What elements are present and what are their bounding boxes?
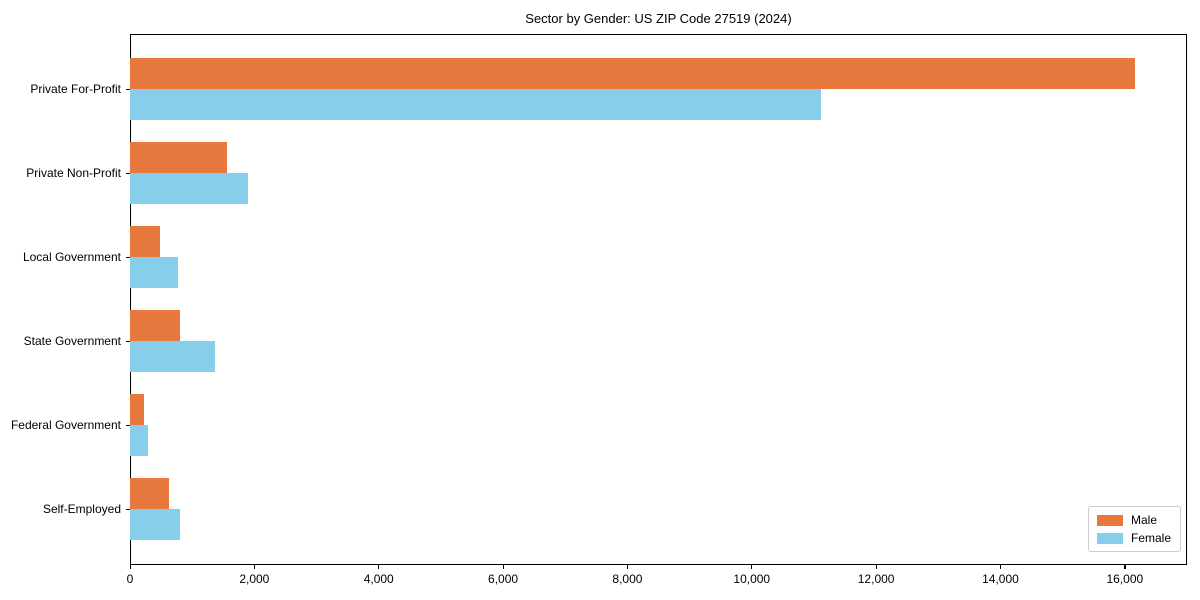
y-tick-1 <box>126 172 130 174</box>
category-label-2: Private Non-Profit <box>26 166 121 180</box>
category-label-6: Self-Employed <box>42 502 121 516</box>
x-tick-label-8: 16,000 <box>1106 572 1144 586</box>
chart-title: Sector by Gender: US ZIP Code 27519 (202… <box>525 11 792 26</box>
plot-area: Male Female <box>130 34 1187 565</box>
legend-item-female: Female <box>1096 531 1171 545</box>
x-tick-8 <box>1124 565 1126 569</box>
x-tick-label-4: 8,000 <box>612 572 643 586</box>
y-tick-2 <box>126 256 130 258</box>
category-label-5: Federal Government <box>10 418 121 432</box>
legend-label-female: Female <box>1130 531 1171 545</box>
x-tick-5 <box>751 565 753 569</box>
bar-male-state-government <box>130 310 181 341</box>
category-label-3: Local Government <box>22 250 121 264</box>
category-label-1: Private For-Profit <box>30 82 121 96</box>
bar-male-federal-government <box>130 394 145 425</box>
x-tick-label-1: 2,000 <box>239 572 270 586</box>
legend: Male Female <box>1087 506 1181 552</box>
x-tick-4 <box>626 565 629 569</box>
x-tick-2 <box>378 565 380 569</box>
legend-item-male: Male <box>1096 513 1171 527</box>
y-tick-4 <box>126 424 130 426</box>
x-tick-6 <box>875 565 877 569</box>
x-tick-0 <box>129 565 131 569</box>
bar-male-local-government <box>130 226 160 257</box>
bar-male-self-employed <box>130 478 169 509</box>
category-label-4: State Government <box>23 334 121 348</box>
x-tick-1 <box>253 565 256 569</box>
male-color-swatch <box>1096 514 1123 526</box>
female-color-swatch <box>1096 532 1123 544</box>
x-tick-label-5: 10,000 <box>733 572 771 586</box>
bar-female-federal-government <box>130 425 149 456</box>
bar-male-private-for-profit <box>130 58 1136 89</box>
bar-female-self-employed <box>130 509 180 540</box>
x-tick-label-6: 12,000 <box>857 572 895 586</box>
bar-female-private-for-profit <box>130 89 822 120</box>
x-tick-label-0: 0 <box>126 572 134 586</box>
x-tick-label-2: 4,000 <box>363 572 394 586</box>
bar-male-private-non-profit <box>130 142 227 173</box>
x-tick-label-7: 14,000 <box>982 572 1019 586</box>
y-tick-5 <box>126 508 130 510</box>
x-tick-label-3: 6,000 <box>488 572 519 586</box>
bar-female-private-non-profit <box>130 173 249 204</box>
legend-label-male: Male <box>1130 513 1157 527</box>
bar-female-state-government <box>130 341 216 372</box>
x-tick-7 <box>999 565 1002 569</box>
x-tick-3 <box>502 565 504 569</box>
bar-female-local-government <box>130 257 179 288</box>
y-tick-3 <box>126 340 130 342</box>
y-tick-0 <box>126 88 130 90</box>
